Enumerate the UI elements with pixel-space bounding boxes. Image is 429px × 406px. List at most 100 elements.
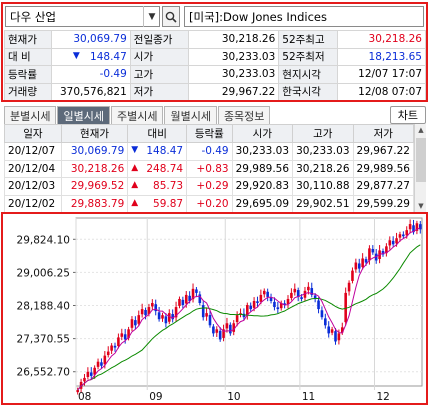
candle-body bbox=[147, 307, 151, 314]
quote-summary-table: 현재가 30,069.79 전일종가 30,218.26 52주최고 30,218.26 대… bbox=[4, 30, 426, 101]
quote-value: 30,233.03 bbox=[187, 47, 280, 66]
open-cell: 29,989.56 bbox=[231, 159, 294, 178]
symbol-input[interactable]: 다우 산업 bbox=[5, 6, 160, 27]
quote-label: 현재가 bbox=[4, 30, 52, 49]
candle-body bbox=[161, 315, 164, 319]
quote-row: 거래량 370,576,821 저가 29,967.22 한국시각 12/08 07:07 bbox=[4, 82, 426, 101]
candle-body bbox=[354, 262, 358, 270]
candle-body bbox=[167, 313, 171, 322]
quote-value: 370,576,821 bbox=[50, 82, 131, 101]
candle-body bbox=[330, 329, 334, 333]
candle-body bbox=[371, 248, 375, 253]
tab-4[interactable]: 월별시세 bbox=[164, 106, 217, 124]
column-header[interactable]: 저가 bbox=[352, 124, 415, 143]
quote-label: 거래량 bbox=[4, 82, 52, 101]
column-header[interactable]: 등락률 bbox=[186, 124, 233, 143]
date-cell: 20/12/07 bbox=[4, 142, 62, 161]
x-tick-label: 08 bbox=[78, 391, 91, 403]
candle-body bbox=[310, 288, 314, 295]
candle-body bbox=[212, 326, 215, 334]
quote-label: 전일종가 bbox=[129, 30, 189, 49]
table-row[interactable]: 20/12/07 30,069.79 ▼ 148.47 -0.49 30,233.03 30… bbox=[4, 142, 415, 161]
scroll-thumb[interactable] bbox=[416, 138, 426, 182]
quote-value: ▼ 148.47 bbox=[50, 47, 131, 66]
scroll-up-icon[interactable]: ▲ bbox=[418, 126, 424, 134]
candle-body bbox=[412, 225, 415, 233]
candle-body bbox=[218, 330, 222, 340]
candle-body bbox=[313, 295, 317, 299]
close-cell: 29,883.79 bbox=[60, 194, 129, 213]
column-header[interactable]: 대비 bbox=[127, 124, 188, 143]
candle-body bbox=[229, 324, 232, 334]
candle-body bbox=[130, 319, 134, 328]
candle-body bbox=[100, 362, 103, 366]
column-header[interactable]: 현재가 bbox=[60, 124, 129, 143]
candle-body bbox=[154, 304, 158, 312]
candle-body bbox=[368, 248, 371, 261]
candle-body bbox=[157, 312, 161, 320]
candle-body bbox=[208, 314, 212, 326]
tab-2[interactable]: 일별시세 bbox=[57, 106, 110, 124]
candle-body bbox=[140, 309, 144, 315]
quote-label: 등락률 bbox=[4, 65, 52, 84]
quote-label: 한국시각 bbox=[278, 82, 339, 101]
candle-body bbox=[307, 286, 310, 291]
search-button[interactable] bbox=[162, 6, 180, 27]
x-tick-label: 10 bbox=[227, 391, 240, 403]
candle-body bbox=[93, 367, 96, 375]
change-cell: ▲ 85.73 bbox=[127, 177, 188, 196]
quote-value: -0.49 bbox=[50, 65, 131, 84]
candle-body bbox=[324, 318, 327, 326]
symbol-input-value: 다우 산업 bbox=[10, 9, 56, 24]
candle-body bbox=[232, 323, 236, 332]
quote-row: 등락률 -0.49 고가 30,233.03 현지시각 12/07 17:07 bbox=[4, 65, 426, 84]
candle-body bbox=[110, 345, 113, 351]
candle-body bbox=[259, 294, 263, 302]
change-cell: ▼ 148.47 bbox=[127, 142, 188, 161]
candle-body bbox=[174, 307, 178, 318]
scroll-down-icon[interactable]: ▼ bbox=[418, 202, 424, 210]
column-header[interactable]: 일자 bbox=[4, 124, 62, 143]
candle-body bbox=[388, 240, 392, 246]
candle-body bbox=[303, 290, 307, 298]
chevron-down-icon[interactable]: ▼ bbox=[143, 6, 160, 27]
tab-1[interactable]: 분별시세 bbox=[4, 106, 57, 124]
candle-body bbox=[269, 297, 273, 301]
y-tick-label: 27,370.55 bbox=[17, 334, 70, 346]
candle-body bbox=[181, 299, 185, 306]
candle-body bbox=[351, 270, 354, 281]
candle-body bbox=[123, 334, 127, 340]
price-chart[interactable]: 29,824.10 29,006.25 28,188.40 27,370.55 26,5… bbox=[4, 214, 426, 404]
candle-body bbox=[279, 303, 283, 309]
candle-body bbox=[171, 314, 174, 320]
candle-body bbox=[113, 345, 117, 348]
change-cell: ▲ 248.74 bbox=[127, 159, 188, 178]
search-bar: 다우 산업 ▼ [미국]:Dow Jones Indices bbox=[4, 5, 426, 27]
candle-body bbox=[242, 313, 246, 318]
candle-body bbox=[327, 326, 331, 334]
quote-label: 저가 bbox=[129, 82, 189, 101]
tab-5[interactable]: 종목정보 bbox=[217, 106, 271, 124]
candle-body bbox=[249, 305, 252, 310]
y-tick-label: 29,006.25 bbox=[17, 267, 70, 279]
low-cell: 29,967.22 bbox=[352, 142, 415, 161]
close-cell: 29,969.52 bbox=[60, 177, 129, 196]
quote-value: 30,218.26 bbox=[187, 30, 280, 49]
percent-cell: +0.29 bbox=[186, 177, 233, 196]
high-cell: 29,902.51 bbox=[292, 194, 354, 213]
percent-cell: +0.83 bbox=[186, 159, 233, 178]
table-row[interactable]: 20/12/03 29,969.52 ▲ 85.73 +0.29 29,920.83 30,… bbox=[4, 177, 415, 196]
candle-body bbox=[262, 290, 266, 295]
column-header[interactable]: 고가 bbox=[292, 124, 354, 143]
close-cell: 30,069.79 bbox=[60, 142, 129, 161]
table-row[interactable]: 20/12/04 30,218.26 ▲ 248.74 +0.83 29,989.56 30… bbox=[4, 159, 415, 178]
table-row[interactable]: 20/12/02 29,883.79 ▲ 59.87 +0.20 29,695.09 29,… bbox=[4, 194, 415, 213]
table-scrollbar[interactable]: ▲ ▼ bbox=[414, 124, 426, 212]
tab-3[interactable]: 주별시세 bbox=[110, 106, 164, 124]
chart-button[interactable]: 차트 bbox=[389, 106, 426, 124]
column-header[interactable]: 시가 bbox=[231, 124, 294, 143]
candle-body bbox=[252, 300, 256, 308]
moving-average-long bbox=[77, 244, 421, 391]
candle-body bbox=[188, 295, 191, 301]
quote-row: 대 비 ▼ 148.47 시가 30,233.03 52주최저 18,213.65 bbox=[4, 47, 426, 66]
